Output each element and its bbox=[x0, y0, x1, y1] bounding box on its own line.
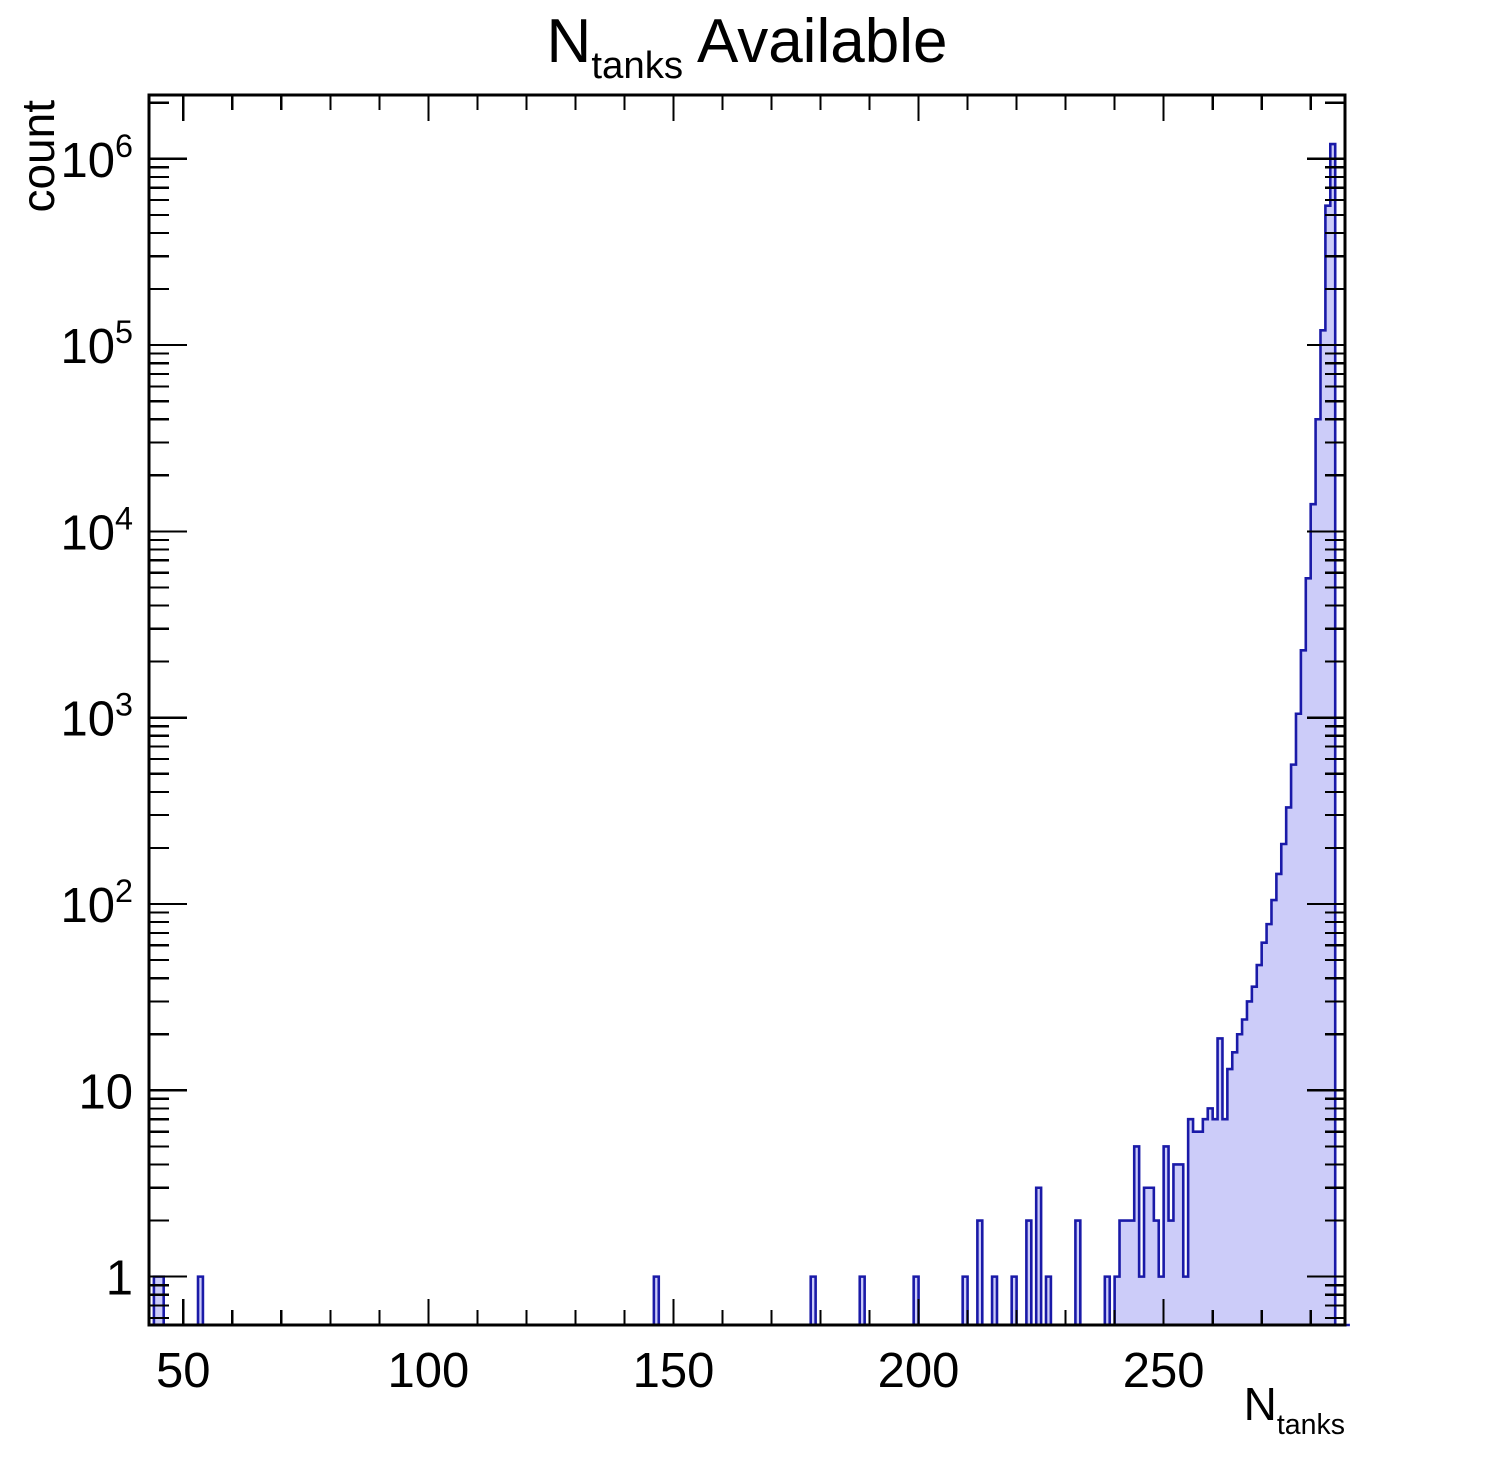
x-axis-tick-labels: 50 100 150 200 250 bbox=[156, 1344, 1204, 1398]
title-rest: Available bbox=[683, 7, 947, 76]
plot-frame-border-top bbox=[147, 93, 1347, 1327]
y-tick-mantissa: 10 bbox=[61, 134, 116, 188]
y-tick-exponent: 4 bbox=[115, 500, 133, 536]
y-tick-label: 1 bbox=[106, 1252, 133, 1306]
y-tick-label: 105 bbox=[61, 314, 134, 374]
y-tick-mantissa: 10 bbox=[61, 506, 116, 560]
x-tick-label: 50 bbox=[156, 1344, 211, 1398]
y-tick-label: 104 bbox=[61, 500, 134, 560]
histogram-fill bbox=[149, 144, 1350, 1325]
y-axis-ticks bbox=[149, 101, 1345, 1320]
y-tick-label: 103 bbox=[61, 687, 134, 747]
plot-frame bbox=[147, 93, 1347, 1327]
y-tick-mantissa: 10 bbox=[78, 1065, 133, 1119]
y-tick-label: 10 bbox=[78, 1065, 133, 1119]
x-axis-label: Ntanks bbox=[1244, 1378, 1345, 1441]
y-tick-exponent: 6 bbox=[115, 128, 133, 164]
page-title: Ntanks Available bbox=[547, 7, 948, 87]
y-tick-mantissa: 10 bbox=[61, 879, 116, 933]
y-tick-mantissa: 10 bbox=[61, 320, 116, 374]
x-axis-ticks bbox=[182, 95, 1312, 1325]
y-tick-exponent: 3 bbox=[115, 687, 133, 723]
x-axis-label-main: N bbox=[1244, 1378, 1277, 1430]
y-tick-mantissa: 10 bbox=[61, 693, 116, 747]
title-main: N bbox=[547, 7, 592, 76]
x-axis-label-subscript: tanks bbox=[1277, 1409, 1345, 1441]
x-tick-label: 150 bbox=[633, 1344, 715, 1398]
y-tick-exponent: 5 bbox=[115, 314, 133, 350]
title-subscript: tanks bbox=[591, 44, 683, 87]
y-tick-label: 106 bbox=[61, 128, 134, 188]
x-tick-label: 250 bbox=[1123, 1344, 1205, 1398]
x-tick-label: 200 bbox=[878, 1344, 960, 1398]
y-tick-mantissa: 1 bbox=[106, 1252, 133, 1306]
y-tick-label: 102 bbox=[61, 873, 134, 933]
y-tick-exponent: 2 bbox=[115, 873, 133, 909]
x-tick-label: 100 bbox=[388, 1344, 470, 1398]
y-axis-label: count bbox=[12, 100, 64, 213]
